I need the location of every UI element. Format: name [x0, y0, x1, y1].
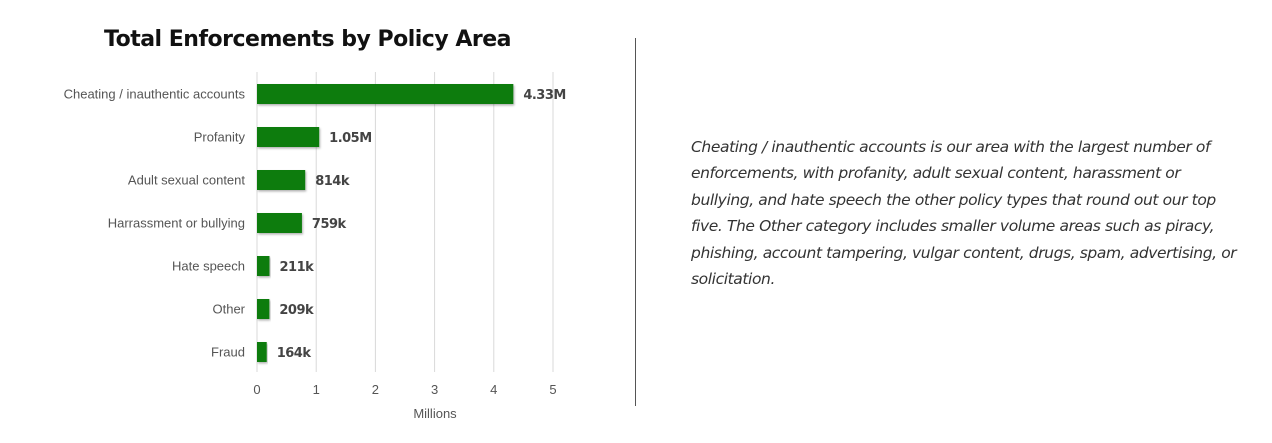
category-label: Other [212, 302, 245, 317]
data-label: 209k [279, 303, 314, 318]
divider [635, 38, 636, 406]
bar [257, 213, 302, 233]
data-label: 164k [277, 346, 312, 361]
bar [257, 342, 267, 362]
x-tick-label: 0 [253, 382, 260, 397]
description-paragraph: Cheating / inauthentic accounts is our a… [691, 134, 1237, 292]
category-label: Harrassment or bullying [108, 216, 245, 231]
data-label: 4.33M [523, 88, 566, 103]
description-line: five. The Other category includes smalle… [691, 217, 1215, 236]
description-line: enforcements, with profanity, adult sexu… [691, 164, 1181, 183]
category-label: Profanity [194, 130, 246, 145]
category-label: Cheating / inauthentic accounts [64, 87, 246, 102]
bar [257, 84, 514, 104]
x-tick-label: 5 [549, 382, 556, 397]
category-label: Hate speech [172, 259, 245, 274]
category-label: Adult sexual content [128, 173, 245, 188]
description-line: phishing, account tampering, vulgar cont… [691, 243, 1237, 262]
bar [257, 170, 306, 190]
description-line: solicitation. [691, 270, 775, 289]
bar-chart: 0 1 2 3 4 5 Millions Cheating / inauthentic acc… [64, 72, 566, 421]
x-axis-label: Millions [413, 406, 457, 421]
x-tick-label: 3 [431, 382, 438, 397]
category-label: Fraud [211, 345, 245, 360]
bar [257, 299, 270, 319]
bar [257, 256, 270, 276]
data-label: 1.05M [329, 131, 372, 146]
x-tick-label: 1 [313, 382, 320, 397]
chart-title: Total Enforcements by Policy Area [104, 27, 511, 52]
x-tick-label: 2 [372, 382, 379, 397]
description-line: bullying, and hate speech the other poli… [691, 190, 1216, 209]
bar [257, 127, 320, 147]
data-label: 211k [279, 260, 314, 275]
description-line: Cheating / inauthentic accounts is our a… [691, 138, 1211, 156]
x-tick-label: 4 [490, 382, 497, 397]
data-label: 814k [315, 174, 350, 189]
data-label: 759k [312, 217, 347, 232]
